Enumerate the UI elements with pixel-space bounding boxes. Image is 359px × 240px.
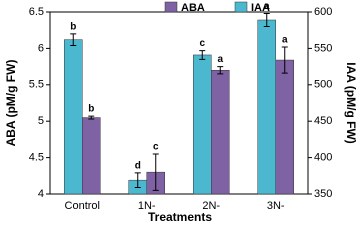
- bar: [82, 117, 101, 195]
- error-bar: [281, 46, 288, 74]
- y-tick-label: 6: [38, 42, 44, 54]
- bar: [193, 54, 212, 195]
- y2-tick-label: 450: [314, 115, 332, 127]
- significance-letter: b: [70, 21, 76, 32]
- error-bar: [70, 33, 77, 46]
- error-bar: [88, 115, 95, 120]
- y2-tick-label: 600: [314, 6, 332, 18]
- significance-letter: c: [199, 38, 205, 49]
- significance-letter: c: [153, 142, 159, 153]
- y2-tick-label: 400: [314, 152, 332, 164]
- y-axis-title: ABA (pM/g FW): [4, 60, 18, 147]
- error-bar: [263, 12, 270, 28]
- bar: [257, 19, 276, 195]
- x-axis-title: Treatments: [148, 210, 212, 224]
- y2-tick-label: 550: [314, 42, 332, 54]
- chart: Treatments ABA (pM/g FW) IAA (pM/g FW) 4…: [4, 1, 358, 224]
- bar: [211, 69, 230, 195]
- legend-label: ABA: [181, 2, 205, 14]
- legend-swatch: [164, 1, 178, 13]
- significance-letter: a: [264, 1, 270, 12]
- y-tick-label: 5.5: [29, 79, 44, 91]
- significance-letter: a: [282, 35, 288, 46]
- error-bar: [152, 153, 159, 191]
- y-tick-label: 6.5: [29, 6, 44, 18]
- error-bar: [199, 50, 206, 60]
- bar: [275, 59, 294, 195]
- bar: [64, 39, 83, 195]
- y2-tick-label: 500: [314, 79, 332, 91]
- significance-letter: b: [88, 104, 94, 115]
- y-tick-label: 4: [38, 188, 44, 200]
- significance-letter: d: [135, 161, 141, 172]
- legend-swatch: [234, 1, 248, 13]
- significance-letter: a: [217, 54, 223, 65]
- legend-label: IAA: [251, 2, 270, 14]
- x-tick-label: 1N-: [138, 200, 156, 212]
- plot-frame: [49, 11, 309, 195]
- y-tick-label: 5: [38, 115, 44, 127]
- y-tick-label: 4.5: [29, 152, 44, 164]
- error-bar: [134, 172, 141, 188]
- y2-axis-title: IAA (pM/g FW): [344, 62, 358, 144]
- x-tick-label: 3N-: [267, 200, 285, 212]
- error-bar: [217, 66, 224, 75]
- y2-tick-label: 350: [314, 188, 332, 200]
- x-tick-label: 2N-: [202, 200, 220, 212]
- x-tick-label: Control: [65, 200, 100, 212]
